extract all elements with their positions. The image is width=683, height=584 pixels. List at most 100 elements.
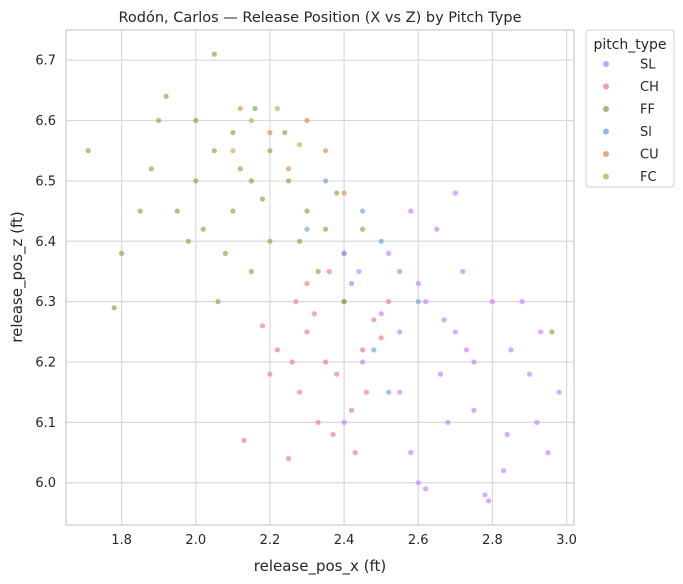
data-point [148,166,154,172]
data-point [397,329,403,335]
data-point [437,371,444,377]
data-point [211,148,217,154]
data-point [304,329,310,335]
data-point [386,299,392,305]
data-point [445,419,451,425]
data-point [549,329,555,335]
data-point [237,105,243,112]
chart-title: Rodón, Carlos — Release Position (X vs Z… [118,10,521,26]
data-point [163,93,169,99]
data-point [285,178,292,184]
data-point [348,280,355,287]
data-point [293,299,299,305]
data-point [526,371,533,377]
data-point [489,299,495,305]
x-axis-label: release_pos_x (ft) [254,557,386,576]
data-point [193,178,199,184]
legend-entry: FF [640,103,655,118]
data-point [348,407,355,413]
x-tick-label: 2.2 [260,533,281,548]
data-points [85,51,562,504]
plot-area [66,30,574,525]
data-point [304,226,310,232]
data-point [504,431,510,438]
data-point [137,208,143,214]
series-ff [85,51,555,335]
data-point [441,317,447,323]
data-point [363,389,369,395]
data-point [352,450,358,456]
data-point [397,389,403,395]
data-point [415,299,421,305]
data-point [304,280,310,287]
legend: pitch_type SL CH FF Sl CU FC [585,29,675,188]
data-point [378,238,384,244]
data-point [311,311,317,317]
data-point [259,323,266,329]
data-point [556,389,562,395]
data-point [259,196,266,202]
data-point [371,347,377,353]
legend-entry: CU [640,148,659,163]
data-point [534,419,540,425]
data-point [315,268,321,275]
data-point [222,250,228,256]
plot-frame [65,29,575,526]
y-tick-label: 6.6 [35,114,56,129]
y-tick-label: 6.0 [35,476,56,491]
data-point [297,142,303,148]
data-point [378,311,384,317]
data-point [248,178,254,184]
data-point [285,166,292,172]
data-point [285,456,292,462]
x-tick-label: 1.8 [111,533,132,548]
data-point [423,486,429,492]
legend-marker [603,106,609,112]
x-tick-label: 3.0 [556,533,577,548]
legend-marker [603,83,609,90]
legend-entry: FC [640,170,657,185]
data-point [111,305,117,311]
data-point [341,419,347,425]
data-point [371,317,377,323]
data-point [452,190,458,196]
data-point [415,280,421,287]
data-point [452,329,458,335]
data-point [200,226,206,232]
legend-entry: CH [640,80,659,95]
data-point [508,347,514,353]
data-point [415,480,421,486]
data-point [323,148,329,154]
data-point [315,419,321,425]
data-point [326,268,332,275]
data-point [397,268,403,275]
x-tick-label: 2.6 [408,533,429,548]
data-point [193,117,199,124]
data-point [334,190,340,196]
series-sl [341,190,562,504]
y-tick-label: 6.2 [35,356,56,371]
data-point [174,208,180,214]
data-point [330,431,336,438]
data-point [360,359,366,365]
data-point [185,238,191,244]
data-point [500,468,507,474]
series-sl [304,178,421,395]
y-tick-label: 6.1 [35,416,56,431]
data-point [323,178,329,184]
y-axis-label: release_pos_z (ft) [8,211,27,342]
data-point [274,347,280,353]
data-point [356,268,362,275]
data-point [241,437,247,444]
data-point [119,250,125,256]
data-point [230,130,236,136]
data-point [360,347,366,353]
data-point [360,208,366,214]
data-point [482,492,488,498]
data-point [267,238,273,244]
data-point [408,208,414,214]
data-point [297,389,303,395]
data-point [248,117,254,124]
data-point [211,51,217,57]
